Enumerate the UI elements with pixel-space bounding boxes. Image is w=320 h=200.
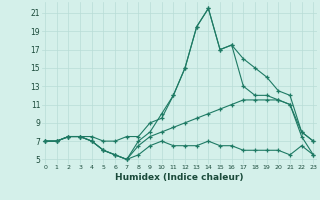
X-axis label: Humidex (Indice chaleur): Humidex (Indice chaleur) [115,173,244,182]
